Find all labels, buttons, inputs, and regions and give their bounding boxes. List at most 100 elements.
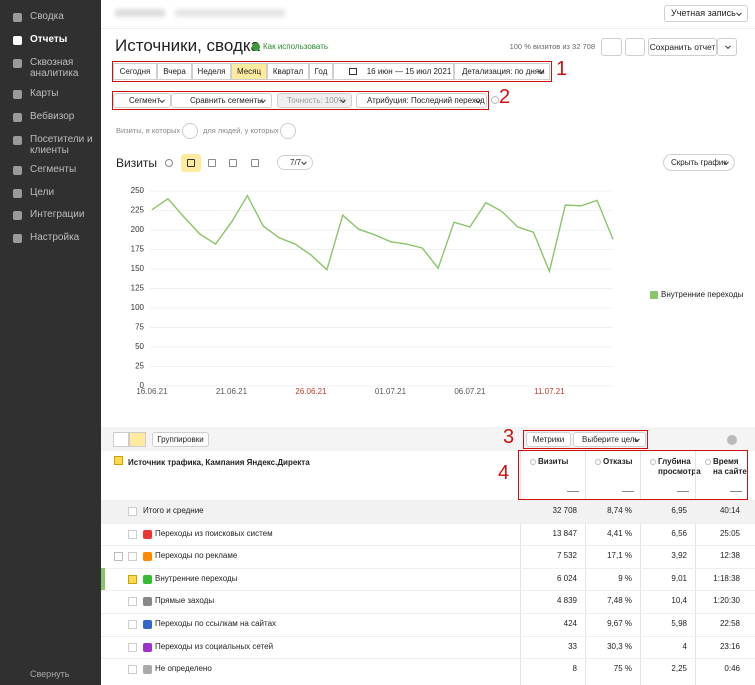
sidebar-icon	[13, 90, 22, 99]
row-checkbox[interactable]	[128, 552, 137, 561]
row-name: Итого и средние	[143, 506, 383, 517]
row-checkbox[interactable]	[128, 507, 137, 516]
blurred-site	[115, 9, 165, 17]
chart-type-icon[interactable]	[165, 159, 173, 167]
cell-value: 4	[640, 642, 687, 653]
groupings-button[interactable]: Группировки	[152, 432, 209, 447]
sidebar-item[interactable]: Карты	[30, 88, 94, 99]
cell-value: 13 847	[520, 529, 577, 540]
sidebar-item[interactable]: Настройка	[30, 232, 94, 243]
cell-value: 33	[520, 642, 577, 653]
source-icon	[143, 530, 152, 539]
sidebar-icon	[13, 211, 22, 220]
cell-value: 17,1 %	[585, 551, 632, 562]
sidebar-item[interactable]: Отчеты	[30, 34, 94, 45]
legend-swatch[interactable]	[650, 291, 658, 299]
cell-value: 2,25	[640, 664, 687, 675]
history-button[interactable]	[601, 38, 622, 56]
annotation: 1	[556, 58, 572, 82]
sidebar-icon	[13, 59, 22, 68]
cell-value: 8	[520, 664, 577, 675]
sidebar-icon	[13, 166, 22, 175]
help-link[interactable]: Как использовать	[263, 42, 343, 53]
chevron	[725, 43, 731, 49]
row-name: Переходы по ссылкам на сайтах	[155, 619, 395, 630]
filter-label: для людей, у которых	[203, 126, 283, 137]
row-name: Внутренние переходы	[155, 574, 395, 585]
sidebar-item[interactable]: Вебвизор	[30, 111, 94, 122]
chevron	[301, 159, 307, 165]
add-filter[interactable]	[182, 123, 198, 139]
chart-type-icon[interactable]	[187, 159, 195, 167]
row-name: Переходы из социальных сетей	[155, 642, 395, 653]
cell-value: 9,01	[640, 574, 687, 585]
annotation: 3	[503, 426, 519, 450]
annotation-box	[112, 61, 552, 82]
sidebar-item[interactable]: Сегменты	[30, 164, 94, 175]
save-menu[interactable]	[717, 38, 737, 56]
cell-value: 12:38	[695, 551, 740, 562]
cell-value: 3,92	[640, 551, 687, 562]
annotation: 2	[499, 86, 515, 110]
annotation: 4	[498, 462, 514, 486]
row-checkbox[interactable]	[128, 620, 137, 629]
row-name: Не определено	[155, 664, 395, 675]
blurred-url	[175, 9, 285, 17]
cell-value: 9 %	[585, 574, 632, 585]
view-tree[interactable]	[129, 432, 146, 447]
page-title: Источники, сводка	[115, 36, 245, 58]
column-header: Источник трафика, Кампания Яндекс.Директ…	[128, 458, 328, 469]
cell-value: 8,74 %	[585, 506, 632, 517]
sidebar-icon	[13, 234, 22, 243]
expand-button[interactable]	[114, 552, 123, 561]
row-checkbox[interactable]	[128, 530, 137, 539]
cell-value: 30,3 %	[585, 642, 632, 653]
sidebar-item[interactable]: Интеграции	[30, 209, 94, 220]
hide-chart[interactable]: Скрыть график	[663, 154, 735, 171]
row-name: Прямые заходы	[155, 596, 395, 607]
sample-info: 100 % визитов из 32 708	[480, 42, 595, 53]
settings-icon[interactable]	[727, 435, 737, 445]
chart-type-icon[interactable]	[251, 159, 259, 167]
sidebar-item[interactable]: Посетители и клиенты	[30, 134, 94, 156]
sidebar-icon	[13, 13, 22, 22]
cell-value: 0:46	[695, 664, 740, 675]
save-button[interactable]: Сохранить отчет	[648, 38, 717, 56]
sidebar-icon	[13, 113, 22, 122]
filter-label: Визиты, в которых	[116, 126, 186, 137]
sidebar-item[interactable]: Сводка	[30, 11, 94, 22]
source-icon	[143, 552, 152, 561]
sidebar-item[interactable]: Сквозная аналитика	[30, 57, 94, 79]
cell-value: 9,67 %	[585, 619, 632, 630]
chart-type-icon[interactable]	[208, 159, 216, 167]
row-marker	[101, 568, 105, 591]
cell-value: 23:16	[695, 642, 740, 653]
view-list[interactable]	[113, 432, 129, 447]
row-checkbox[interactable]	[128, 665, 137, 674]
info-icon	[491, 96, 499, 104]
add-filter[interactable]	[280, 123, 296, 139]
export-button[interactable]	[625, 38, 645, 56]
cell-value: 1:20:30	[695, 596, 740, 607]
source-icon	[143, 597, 152, 606]
sidebar-collapse[interactable]: Свернуть	[30, 669, 90, 681]
header-checkbox[interactable]	[114, 456, 123, 465]
cell-value: 25:05	[695, 529, 740, 540]
sidebar-item[interactable]: Цели	[30, 187, 94, 198]
series-select[interactable]: 7/7	[277, 155, 313, 170]
cell-value: 6,95	[640, 506, 687, 517]
account-button[interactable]: Учетная запись	[664, 5, 748, 22]
source-icon	[143, 665, 152, 674]
chevron	[723, 159, 729, 165]
cell-value: 7,48 %	[585, 596, 632, 607]
annotation-box	[112, 91, 489, 110]
row-name: Переходы из поисковых систем	[155, 529, 395, 540]
row-checkbox[interactable]	[128, 643, 137, 652]
row-checkbox[interactable]	[128, 597, 137, 606]
chart-type-icon[interactable]	[229, 159, 237, 167]
row-checkbox[interactable]	[128, 575, 137, 584]
sidebar-icon	[13, 189, 22, 198]
cell-value: 40:14	[695, 506, 740, 517]
cell-value: 5,98	[640, 619, 687, 630]
